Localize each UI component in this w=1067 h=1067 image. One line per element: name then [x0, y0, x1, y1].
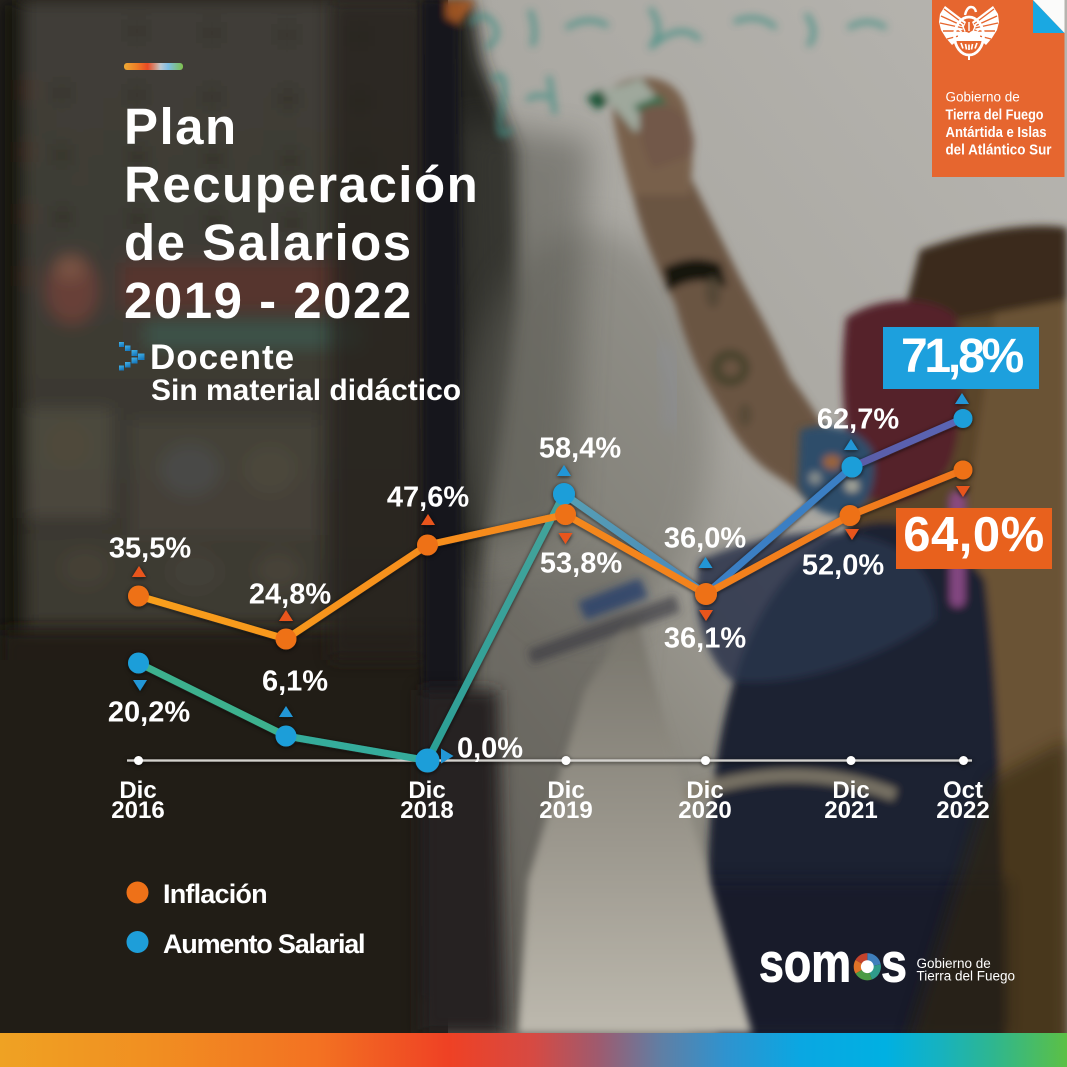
svg-text:del Atlántico Sur: del Atlántico Sur	[946, 143, 1052, 159]
svg-text:Tierra del Fuego: Tierra del Fuego	[946, 108, 1044, 124]
svg-text:s: s	[881, 940, 907, 994]
svg-text:Gobierno de: Gobierno de	[917, 956, 991, 971]
svg-text:som: som	[759, 940, 851, 994]
svg-text:Tierra del Fuego: Tierra del Fuego	[917, 969, 1016, 984]
svg-text:Gobierno de: Gobierno de	[946, 90, 1020, 105]
svg-text:Antártida e Islas: Antártida e Islas	[946, 125, 1047, 141]
